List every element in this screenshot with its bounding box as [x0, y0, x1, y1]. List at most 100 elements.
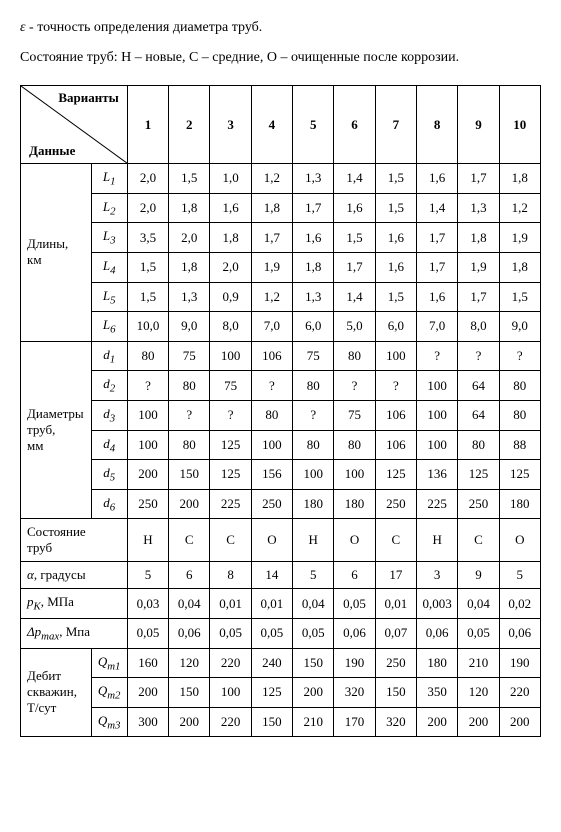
data-cell: 0,9: [210, 282, 251, 312]
data-cell: 1,6: [416, 164, 457, 194]
table-row: Диаметрытруб,ммd180751001067580100???: [21, 341, 541, 371]
data-cell: 240: [251, 648, 292, 678]
header-col-1: 1: [127, 86, 168, 164]
data-cell: 125: [375, 460, 416, 490]
table-row: L41,51,82,01,91,81,71,61,71,91,8: [21, 252, 541, 282]
data-cell: 64: [458, 400, 499, 430]
data-cell: 160: [127, 648, 168, 678]
data-cell: 1,8: [499, 252, 540, 282]
data-cell: 80: [127, 341, 168, 371]
header-col-4: 4: [251, 86, 292, 164]
data-cell: 180: [334, 489, 375, 519]
data-cell: 1,6: [375, 252, 416, 282]
data-cell: С: [169, 519, 210, 562]
data-cell: 210: [293, 707, 334, 737]
data-cell: 200: [127, 460, 168, 490]
data-cell: 80: [334, 430, 375, 460]
data-cell: 17: [375, 562, 416, 589]
data-cell: 1,6: [375, 223, 416, 253]
data-cell: С: [210, 519, 251, 562]
data-cell: 320: [334, 678, 375, 708]
data-cell: 0,04: [293, 589, 334, 619]
data-cell: 150: [293, 648, 334, 678]
row-symbol: L1: [91, 164, 127, 194]
data-cell: 1,5: [334, 223, 375, 253]
data-cell: 1,6: [210, 193, 251, 223]
data-cell: 0,05: [293, 618, 334, 648]
data-cell: 180: [499, 489, 540, 519]
data-cell: 210: [458, 648, 499, 678]
data-cell: 1,2: [251, 282, 292, 312]
data-cell: 100: [416, 400, 457, 430]
table-row: pK, МПа0,030,040,010,010,040,050,010,003…: [21, 589, 541, 619]
data-cell: 220: [499, 678, 540, 708]
data-cell: 125: [210, 460, 251, 490]
data-cell: 8: [210, 562, 251, 589]
data-cell: 0,04: [169, 589, 210, 619]
data-cell: 64: [458, 371, 499, 401]
row-symbol: Qm1: [91, 648, 127, 678]
data-cell: 1,7: [416, 252, 457, 282]
data-cell: 1,8: [251, 193, 292, 223]
header-row: Варианты Данные 12345678910: [21, 86, 541, 164]
table-row: Qm2200150100125200320150350120220: [21, 678, 541, 708]
data-cell: ?: [458, 341, 499, 371]
data-cell: 1,4: [416, 193, 457, 223]
data-cell: 75: [169, 341, 210, 371]
single-row-label-3: Δpmax, Мпа: [21, 618, 128, 648]
data-cell: ?: [293, 400, 334, 430]
data-cell: 80: [499, 400, 540, 430]
data-cell: 100: [127, 400, 168, 430]
row-symbol: d6: [91, 489, 127, 519]
data-cell: 6: [334, 562, 375, 589]
data-cell: Н: [293, 519, 334, 562]
header-variants: Варианты: [58, 90, 118, 106]
header-col-6: 6: [334, 86, 375, 164]
data-cell: 100: [375, 341, 416, 371]
data-cell: 106: [375, 400, 416, 430]
data-cell: 0,05: [334, 589, 375, 619]
data-cell: 180: [293, 489, 334, 519]
data-cell: 0,07: [375, 618, 416, 648]
header-col-2: 2: [169, 86, 210, 164]
data-cell: 1,3: [458, 193, 499, 223]
table-row: Qm3300200220150210170320200200200: [21, 707, 541, 737]
data-cell: 220: [210, 707, 251, 737]
data-cell: 1,7: [416, 223, 457, 253]
data-cell: 0,03: [127, 589, 168, 619]
data-table: Варианты Данные 12345678910 Длины,кмL12,…: [20, 85, 541, 737]
row-symbol: d2: [91, 371, 127, 401]
data-cell: 6,0: [293, 312, 334, 342]
data-cell: 0,05: [251, 618, 292, 648]
table-row: Дебитскважин,Т/сутQm11601202202401501902…: [21, 648, 541, 678]
data-cell: 1,8: [169, 252, 210, 282]
data-cell: 1,7: [334, 252, 375, 282]
data-cell: 225: [416, 489, 457, 519]
row-symbol: L2: [91, 193, 127, 223]
row-symbol: d5: [91, 460, 127, 490]
data-cell: 100: [210, 341, 251, 371]
data-cell: 200: [458, 707, 499, 737]
data-cell: 0,05: [210, 618, 251, 648]
data-cell: 170: [334, 707, 375, 737]
table-row: d2?8075?80??1006480: [21, 371, 541, 401]
epsilon-text: - точность определения диаметра труб.: [26, 20, 263, 35]
data-cell: 1,9: [251, 252, 292, 282]
table-row: L33,52,01,81,71,61,51,61,71,81,9: [21, 223, 541, 253]
row-symbol: d1: [91, 341, 127, 371]
data-cell: 1,7: [251, 223, 292, 253]
data-cell: 100: [127, 430, 168, 460]
data-cell: 6,0: [375, 312, 416, 342]
row-symbol: d4: [91, 430, 127, 460]
data-cell: 180: [416, 648, 457, 678]
data-cell: 100: [334, 460, 375, 490]
row-symbol: L4: [91, 252, 127, 282]
data-cell: 0,04: [458, 589, 499, 619]
data-cell: 8,0: [210, 312, 251, 342]
single-row-label-1: α, градусы: [21, 562, 128, 589]
header-col-9: 9: [458, 86, 499, 164]
data-cell: ?: [169, 400, 210, 430]
data-cell: 200: [127, 678, 168, 708]
data-cell: 3: [416, 562, 457, 589]
data-cell: 8,0: [458, 312, 499, 342]
